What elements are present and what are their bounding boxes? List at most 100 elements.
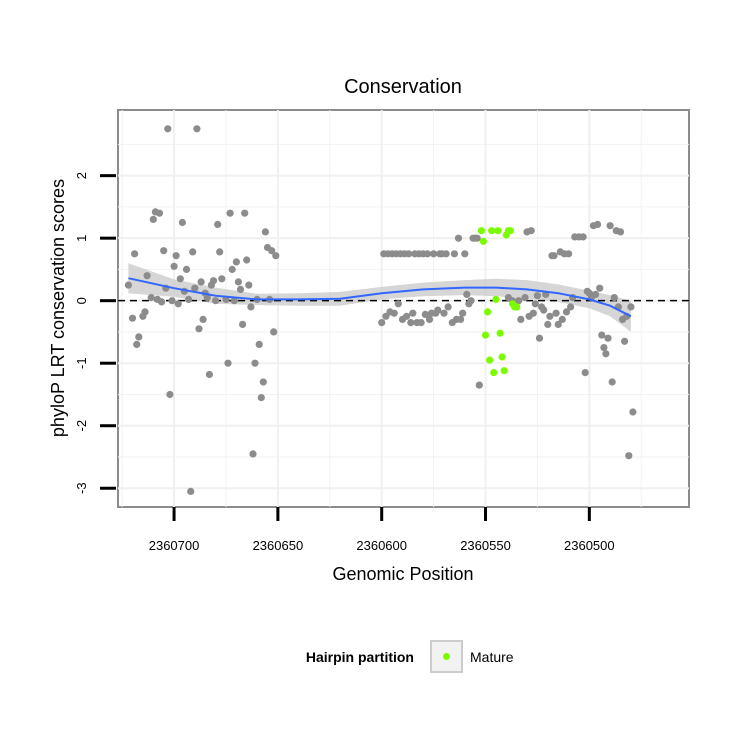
point-other [550, 252, 558, 260]
point-other [216, 248, 224, 256]
point-other [255, 340, 263, 348]
axes-layer: 2360700 2360650 2360600 2360550 2360500 -3 -2 -… [74, 172, 615, 553]
point-other [529, 309, 537, 317]
point-other [133, 340, 141, 348]
point-other [390, 309, 398, 317]
point-mature [490, 369, 498, 377]
x-tick-label: 2360600 [356, 538, 407, 553]
point-other [610, 294, 618, 302]
point-other [463, 290, 471, 298]
legend-title: Hairpin partition [306, 649, 414, 665]
point-other [604, 334, 612, 342]
point-other [434, 306, 442, 314]
point-mature [498, 353, 506, 361]
point-other [160, 247, 168, 255]
point-other [602, 350, 610, 358]
point-other [158, 298, 166, 306]
point-other [440, 309, 448, 317]
point-other [600, 344, 608, 352]
point-other [205, 370, 213, 379]
point-other [224, 359, 232, 367]
point-other [170, 262, 178, 270]
point-other [581, 369, 589, 377]
point-mature [488, 227, 496, 235]
point-mature [494, 227, 502, 235]
point-other [515, 297, 523, 305]
point-other [155, 209, 164, 217]
legend: Hairpin partition Mature [306, 640, 514, 673]
point-other [218, 275, 226, 283]
confidence-band-layer [128, 263, 631, 332]
point-other [239, 320, 247, 328]
point-other [558, 315, 566, 323]
point-mature [484, 308, 492, 316]
legend-label-mature: Mature [470, 649, 514, 665]
point-other [621, 337, 629, 345]
point-other [467, 297, 475, 305]
y-tick-label: -2 [74, 420, 89, 432]
point-other [147, 294, 155, 302]
point-other [567, 303, 575, 311]
point-other [189, 248, 197, 256]
point-other [195, 325, 203, 333]
point-other [172, 252, 180, 260]
point-mature [506, 227, 514, 235]
point-other [527, 227, 535, 235]
point-other [552, 309, 560, 317]
point-other [230, 297, 238, 305]
point-other [454, 234, 463, 242]
x-axis-title: Genomic Position [332, 564, 473, 584]
point-other [272, 252, 280, 260]
point-other [461, 250, 469, 258]
point-other [257, 394, 265, 402]
point-other [535, 334, 544, 342]
point-other [174, 300, 182, 308]
point-other [473, 234, 481, 242]
point-other [232, 258, 240, 266]
legend-key-mature [443, 653, 450, 660]
point-other [245, 281, 253, 289]
point-other [203, 294, 211, 302]
point-other [627, 303, 635, 311]
point-other [270, 328, 278, 336]
point-other [444, 303, 452, 311]
point-other [608, 378, 616, 386]
point-other [417, 319, 425, 327]
point-mature [492, 295, 500, 303]
point-other [517, 315, 525, 323]
point-other [421, 310, 429, 318]
y-tick-label: 1 [74, 235, 89, 242]
point-other [259, 378, 267, 386]
y-axis-title: phyloP LRT conservation scores [48, 179, 68, 437]
point-mature [496, 329, 504, 337]
point-other [565, 250, 573, 258]
point-other [405, 250, 413, 258]
point-mature [481, 331, 490, 339]
point-other [197, 278, 205, 286]
point-other [533, 292, 542, 300]
point-other [268, 247, 276, 255]
y-tick-label: 0 [74, 297, 89, 304]
y-tick-label: 2 [74, 172, 89, 179]
point-other [606, 222, 614, 230]
point-other [166, 390, 174, 399]
point-other [135, 333, 143, 341]
point-other [625, 452, 633, 460]
point-other [143, 272, 151, 280]
point-mature [477, 227, 485, 235]
smooth-line-layer [128, 277, 632, 318]
point-other [243, 256, 251, 264]
point-other [598, 331, 606, 339]
point-other [228, 265, 236, 273]
confidence-band [128, 263, 631, 332]
x-tick-label: 2360650 [253, 538, 304, 553]
y-tick-label: -3 [74, 482, 89, 494]
point-other [521, 294, 529, 302]
point-other [249, 450, 257, 458]
point-other [409, 309, 417, 317]
point-other [185, 295, 193, 303]
point-other [164, 125, 172, 133]
point-other [212, 297, 220, 305]
point-other [546, 312, 554, 320]
